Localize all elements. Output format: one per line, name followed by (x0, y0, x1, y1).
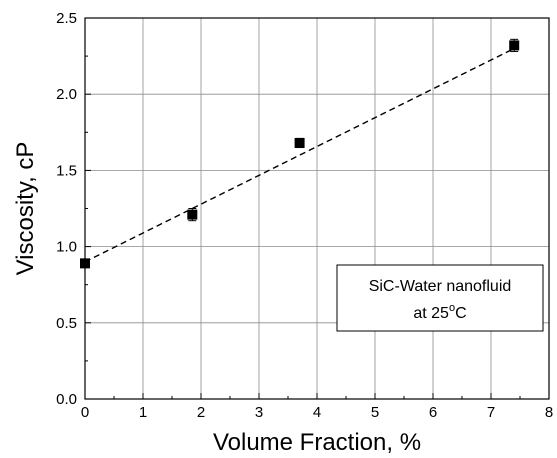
y-axis-label: Viscosity, cP (12, 142, 39, 276)
x-axis-label: Volume Fraction, % (213, 429, 421, 456)
fit-line-group (84, 47, 515, 263)
x-tick-label: 6 (429, 404, 437, 421)
annotation-line-1: SiC-Water nanofluid (369, 278, 512, 295)
y-tick-label: 2.0 (56, 86, 77, 103)
celsius-unit: C (455, 305, 467, 322)
x-tick-label: 4 (313, 404, 321, 421)
x-tick-label: 5 (371, 404, 379, 421)
data-point-marker (509, 40, 520, 51)
data-points (80, 38, 520, 269)
axis-ticks (84, 17, 550, 400)
annotation-box: SiC-Water nanofluid at 25oC (336, 264, 544, 332)
data-point-marker (187, 209, 198, 220)
x-tick-label: 0 (81, 404, 89, 421)
y-tick-label: 2.5 (56, 10, 77, 27)
x-tick-label: 3 (255, 404, 263, 421)
tick-labels: 0 1 2 3 4 5 6 7 8 0.0 0.5 1.0 1.5 2.0 2.5 (56, 10, 553, 421)
grid-lines (85, 18, 549, 399)
annotation-temp: at 25 (413, 305, 449, 322)
annotation-line-2: at 25oC (413, 302, 466, 322)
annotation-frame (336, 264, 544, 332)
data-point-marker (294, 137, 305, 148)
x-tick-label: 8 (545, 404, 553, 421)
y-tick-label: 0.0 (56, 391, 77, 408)
degree-symbol: o (449, 302, 455, 314)
x-tick-label: 7 (487, 404, 495, 421)
y-tick-label: 0.5 (56, 315, 77, 332)
y-tick-label: 1.5 (56, 162, 77, 179)
x-tick-label: 1 (139, 404, 147, 421)
x-tick-label: 2 (197, 404, 205, 421)
y-tick-label: 1.0 (56, 239, 77, 256)
fit-line (84, 47, 515, 263)
